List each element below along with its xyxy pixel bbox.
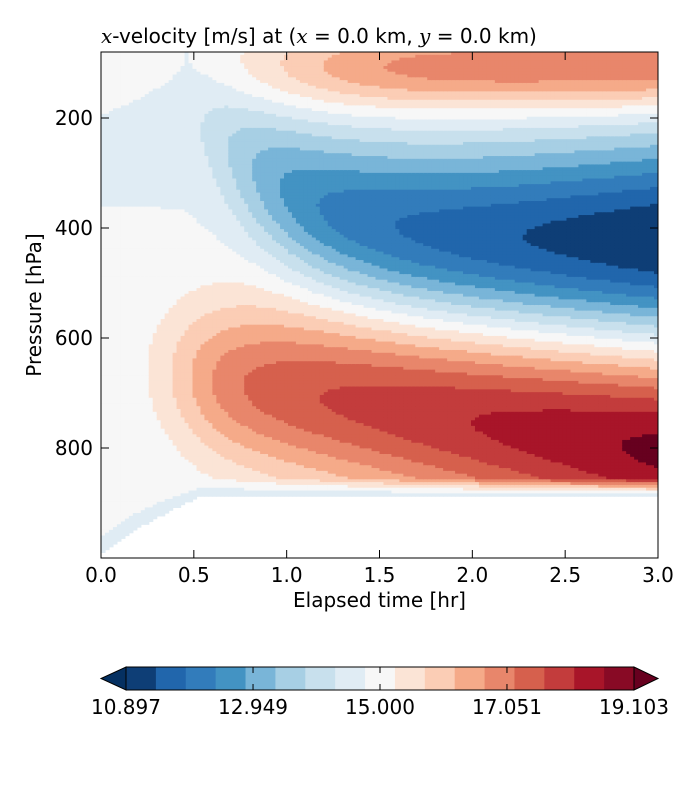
y-tick-label: 200 [55, 106, 93, 130]
colorbar-tick-label: 19.103 [599, 695, 669, 719]
colorbar-bin [275, 667, 306, 690]
colorbar: 10.897 12.949 15.000 17.051 19.103 [91, 666, 669, 719]
colorbar-tick-label: 17.051 [472, 695, 542, 719]
colorbar-extend-min [99, 666, 127, 691]
colorbar-bin [454, 667, 486, 690]
colorbar-bin [335, 667, 366, 690]
colorbar-bin [126, 667, 157, 690]
colorbar-tick-label: 10.897 [91, 695, 161, 719]
colorbar-bin [514, 667, 545, 690]
x-tick-label: 0.0 [85, 563, 117, 587]
colorbar-bin [245, 667, 276, 690]
colorbar-tick-label: 15.000 [345, 695, 415, 719]
y-tick-label: 600 [55, 326, 93, 350]
chart-title: x-velocity [m/s] at (x = 0.0 km, y = 0.0… [101, 24, 537, 48]
colorbar-bin [155, 667, 187, 690]
y-axis-label: Pressure [hPa] [22, 233, 46, 376]
x-tick-label: 0.5 [178, 563, 210, 587]
colorbar-bin [365, 667, 396, 690]
colorbar-bin [424, 667, 456, 690]
x-tick-label: 1.0 [271, 563, 303, 587]
colorbar-bin [394, 667, 426, 690]
x-axis-label: Elapsed time [hr] [293, 588, 466, 612]
colorbar-tick-label: 12.949 [218, 695, 288, 719]
contour-field [101, 52, 658, 553]
contour-plot: 0.0 0.5 1.0 1.5 2.0 2.5 3.0 200 400 600 800 Elapsed… [22, 24, 674, 612]
colorbar-bin [484, 667, 515, 690]
x-tick-label: 2.5 [549, 563, 581, 587]
colorbar-bin [305, 667, 336, 690]
colorbar-bin [544, 667, 575, 690]
colorbar-bin [185, 667, 217, 690]
x-tick-label: 1.5 [364, 563, 396, 587]
x-tick-label: 2.0 [456, 563, 488, 587]
colorbar-bin [604, 667, 635, 690]
colorbar-bin [574, 667, 605, 690]
colorbar-extend-max [633, 666, 660, 691]
y-tick-label: 400 [55, 216, 93, 240]
colorbar-bin [215, 667, 247, 690]
y-tick-label: 800 [55, 436, 93, 460]
x-tick-label: 3.0 [642, 563, 674, 587]
